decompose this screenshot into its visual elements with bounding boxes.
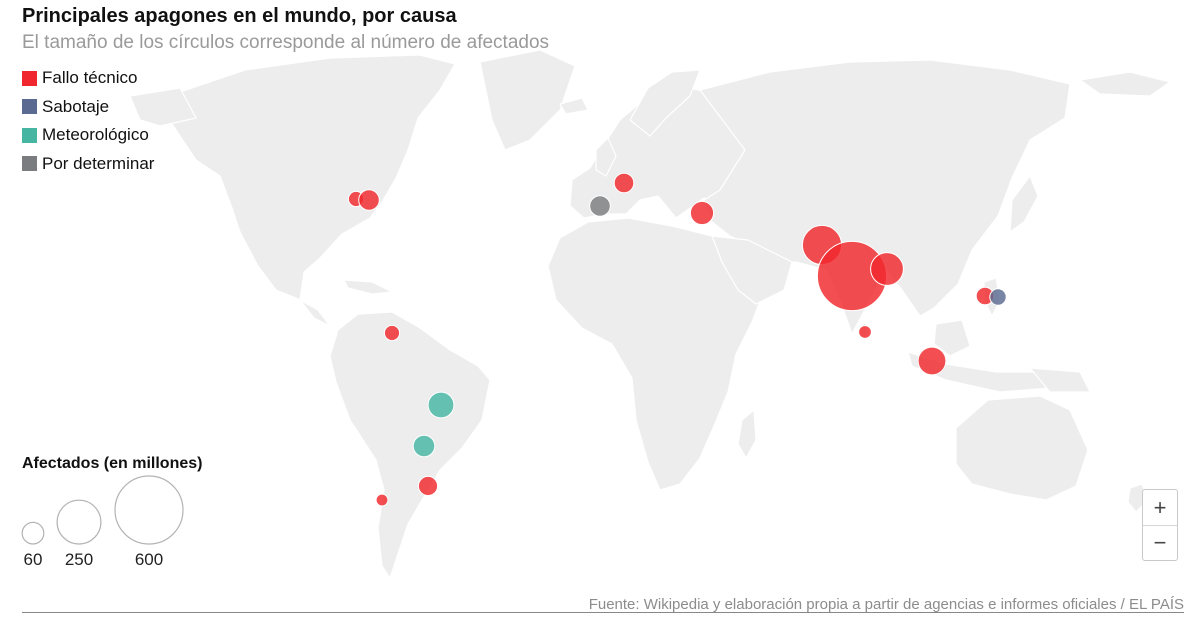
zoom-control: + − — [1142, 489, 1178, 561]
africa-shape — [547, 217, 763, 491]
antarctic-ice-shape — [1079, 71, 1171, 97]
outage-bubble[interactable] — [870, 252, 904, 286]
footer-divider — [22, 612, 1184, 613]
size-legend-circle — [21, 521, 45, 545]
caribbean-shape — [343, 279, 393, 295]
legend-label-fallo-tecnico: Fallo técnico — [42, 68, 138, 88]
size-legend-label-60: 60 — [23, 550, 43, 569]
outage-bubble[interactable] — [589, 195, 611, 217]
outage-bubble[interactable] — [917, 346, 947, 376]
size-legend-label-600: 600 — [134, 550, 164, 569]
size-legend-circle — [114, 475, 184, 545]
outage-bubble[interactable] — [358, 189, 380, 211]
legend-swatch-meteorologico — [22, 127, 37, 143]
legend-swatch-por-determinar — [22, 156, 37, 172]
legend-swatch-sabotaje — [22, 99, 37, 115]
borneo-shape — [933, 319, 971, 357]
legend-label-por-determinar: Por determinar — [42, 153, 155, 173]
outage-bubble[interactable] — [858, 325, 872, 339]
asia-shape — [699, 59, 1071, 335]
madagascar-shape — [737, 409, 757, 459]
zoom-in-button[interactable]: + — [1153, 494, 1167, 520]
iceland-shape — [559, 97, 589, 115]
outage-bubble[interactable] — [613, 172, 635, 194]
legend-item-sabotaje: Sabotaje — [22, 93, 154, 122]
australia-shape — [955, 395, 1089, 501]
alaska-shape — [129, 87, 197, 127]
legend-swatch-fallo-tecnico — [22, 70, 37, 86]
land-masses — [129, 49, 1171, 579]
legend-label-meteorologico: Meteorológico — [42, 125, 149, 145]
outage-bubble[interactable] — [383, 324, 401, 342]
legend-label-sabotaje: Sabotaje — [42, 96, 110, 116]
north-america-shape — [171, 54, 456, 327]
outage-bubble[interactable] — [417, 475, 439, 497]
arabia-shape — [711, 235, 793, 305]
new-guinea-shape — [1029, 367, 1091, 393]
outage-bubble[interactable] — [989, 288, 1007, 306]
outage-bubble[interactable] — [412, 434, 436, 458]
outage-bubble[interactable] — [689, 200, 715, 226]
legend-item-por-determinar: Por determinar — [22, 150, 154, 179]
cause-legend: Fallo técnico Sabotaje Meteorológico Por… — [22, 64, 154, 178]
uk-shape — [595, 137, 617, 177]
greenland-shape — [479, 49, 576, 151]
scandinavia-shape — [629, 69, 701, 137]
legend-item-fallo-tecnico: Fallo técnico — [22, 64, 154, 93]
japan-shape — [1009, 175, 1039, 233]
map-title: Principales apagones en el mundo, por ca… — [22, 5, 457, 27]
size-legend-circles — [21, 475, 184, 545]
zoom-out-button[interactable]: − — [1143, 525, 1177, 560]
size-legend-label-250: 250 — [64, 550, 94, 569]
legend-item-meteorologico: Meteorológico — [22, 121, 154, 150]
size-legend-title: Afectados (en millones) — [22, 455, 203, 472]
source-credit: Fuente: Wikipedia y elaboración propia a… — [588, 596, 1184, 613]
map-subtitle: El tamaño de los círculos corresponde al… — [22, 32, 550, 53]
south-america-shape — [329, 311, 491, 579]
outage-bubble[interactable] — [375, 493, 389, 507]
outage-bubble[interactable] — [427, 391, 455, 419]
outage-bubbles — [347, 172, 1007, 507]
size-legend-circle — [56, 499, 102, 545]
